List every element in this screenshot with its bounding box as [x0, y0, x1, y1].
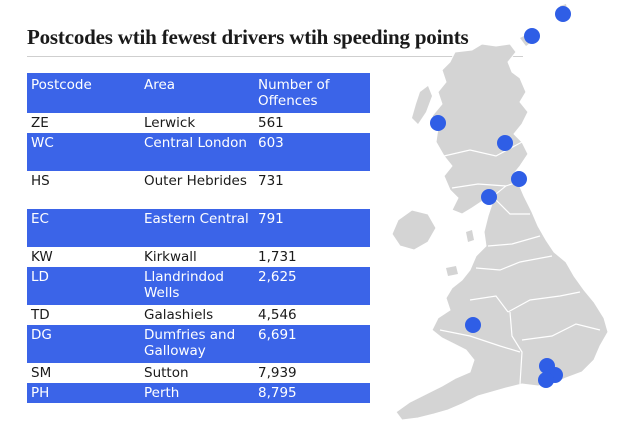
map-marker-ph[interactable] [497, 135, 513, 151]
header-offences: Number of Offences [258, 77, 330, 109]
area-cell: Dumfries and Galloway [144, 327, 236, 359]
map-marker-ld[interactable] [465, 317, 481, 333]
offences-cell: 1,731 [258, 249, 297, 265]
uk-map [391, 4, 609, 421]
offences-cell: 2,625 [258, 269, 297, 285]
postcode-cell: EC [31, 211, 49, 227]
area-cell: Sutton [144, 365, 189, 381]
region-border [451, 183, 507, 189]
postcode-cell: ZE [31, 115, 49, 131]
map-marker-dg[interactable] [481, 189, 497, 205]
offences-cell: 791 [258, 211, 284, 227]
region-border [439, 329, 521, 353]
table-row: PH Perth 8,795 [27, 383, 370, 403]
chart-title: Postcodes wtih fewest drivers wtih speed… [27, 25, 469, 49]
postcode-cell: PH [31, 385, 50, 401]
region-border [507, 291, 581, 313]
area-cell: Eastern Central [144, 211, 249, 227]
region-border [469, 295, 509, 313]
postcode-cell: DG [31, 327, 52, 343]
table-header: Postcode Area Number of Offences [27, 73, 370, 113]
table-row: WC Central London 603 [27, 133, 370, 171]
region-border [521, 323, 601, 341]
table-row: TD Galashiels 4,546 [27, 305, 370, 325]
header-postcode: Postcode [31, 77, 92, 93]
title-divider [27, 56, 523, 57]
offences-cell: 4,546 [258, 307, 297, 323]
outer-hebrides [412, 86, 432, 124]
area-cell: Central London [144, 135, 247, 151]
header-area: Area [144, 77, 176, 93]
offences-cell: 8,795 [258, 385, 297, 401]
england-wales-landmass [395, 181, 609, 421]
northern-ireland [391, 209, 437, 251]
postcode-cell: HS [31, 173, 50, 189]
table-row: ZE Lerwick 561 [27, 113, 370, 133]
table-row: KW Kirkwall 1,731 [27, 247, 370, 267]
postcode-markers [430, 6, 571, 388]
region-border [487, 235, 541, 247]
map-marker-td[interactable] [511, 171, 527, 187]
area-cell: Kirkwall [144, 249, 197, 265]
land-shapes [391, 4, 609, 421]
postcode-cell: SM [31, 365, 52, 381]
postcode-cell: TD [31, 307, 50, 323]
postcode-cell: LD [31, 269, 49, 285]
region-border [475, 255, 553, 271]
offences-cell: 7,939 [258, 365, 297, 381]
offences-cell: 561 [258, 115, 284, 131]
area-cell: Lerwick [144, 115, 196, 131]
postcode-cell: WC [31, 135, 54, 151]
isle-of-man [466, 230, 474, 242]
offences-cell: 603 [258, 135, 284, 151]
table-row: HS Outer Hebrides 731 [27, 171, 370, 209]
map-marker-hs[interactable] [430, 115, 446, 131]
offences-cell: 731 [258, 173, 284, 189]
map-marker-sm[interactable] [538, 372, 554, 388]
map-marker-ze[interactable] [555, 6, 571, 22]
region-border [509, 311, 523, 385]
table-row: EC Eastern Central 791 [27, 209, 370, 247]
postcode-cell: KW [31, 249, 53, 265]
region-borders [439, 141, 601, 385]
region-border [495, 199, 530, 215]
anglesey [446, 266, 458, 276]
table-row: LD Llandrindod Wells 2,625 [27, 267, 370, 305]
area-cell: Galashiels [144, 307, 214, 323]
table-row: SM Sutton 7,939 [27, 363, 370, 383]
area-cell: Llandrindod Wells [144, 269, 224, 301]
area-cell: Perth [144, 385, 180, 401]
offences-cell: 6,691 [258, 327, 297, 343]
table-row: DG Dumfries and Galloway 6,691 [27, 325, 370, 363]
offences-table: Postcode Area Number of Offences ZE Lerw… [27, 73, 370, 403]
area-cell: Outer Hebrides [144, 173, 247, 189]
map-marker-kw[interactable] [524, 28, 540, 44]
